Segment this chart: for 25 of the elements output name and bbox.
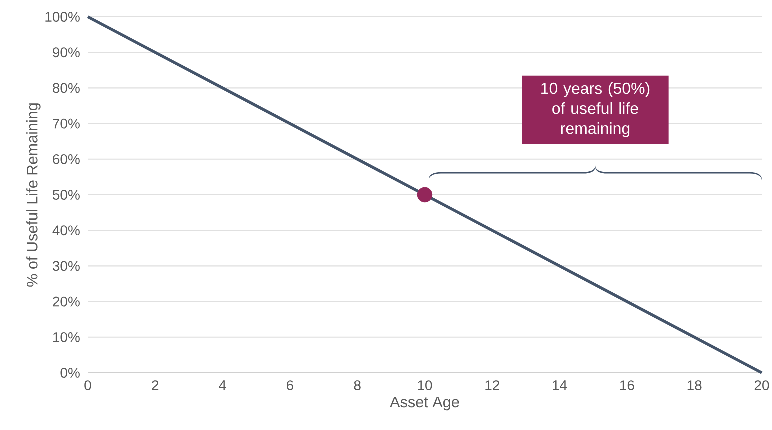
y-axis-title: % of Useful Life Remaining — [26, 104, 41, 287]
x-tick-label: 2 — [152, 380, 159, 390]
x-tick-label: 0 — [84, 380, 92, 390]
y-tick-label: 90% — [53, 48, 80, 58]
y-tick-label: 0% — [60, 368, 80, 378]
x-axis-title: Asset Age — [390, 396, 460, 411]
y-tick-label: 70% — [53, 118, 80, 129]
x-tick-label: 14 — [553, 380, 568, 390]
x-tick-label: 16 — [620, 380, 634, 390]
y-tick-label: 50% — [52, 190, 80, 200]
y-tick-label: 10% — [53, 332, 80, 342]
y-tick-label: 100% — [46, 12, 80, 22]
y-tick-label: 60% — [53, 154, 80, 164]
x-tick-label: 10 — [418, 380, 432, 390]
x-tick-label: 6 — [287, 380, 294, 390]
x-tick-label: 4 — [219, 380, 226, 390]
x-tick-label: 8 — [354, 380, 361, 390]
y-tick-label: 30% — [52, 261, 80, 272]
y-tick-label: 80% — [53, 83, 80, 94]
x-tick-label: 12 — [486, 380, 500, 390]
y-tick-label: 20% — [53, 296, 80, 307]
y-tick-label: 40% — [52, 226, 80, 236]
x-tick-label: 18 — [688, 380, 702, 390]
annotation: 10 years (50%) of useful life remaining — [542, 82, 650, 138]
x-tick-label: 20 — [754, 380, 770, 390]
